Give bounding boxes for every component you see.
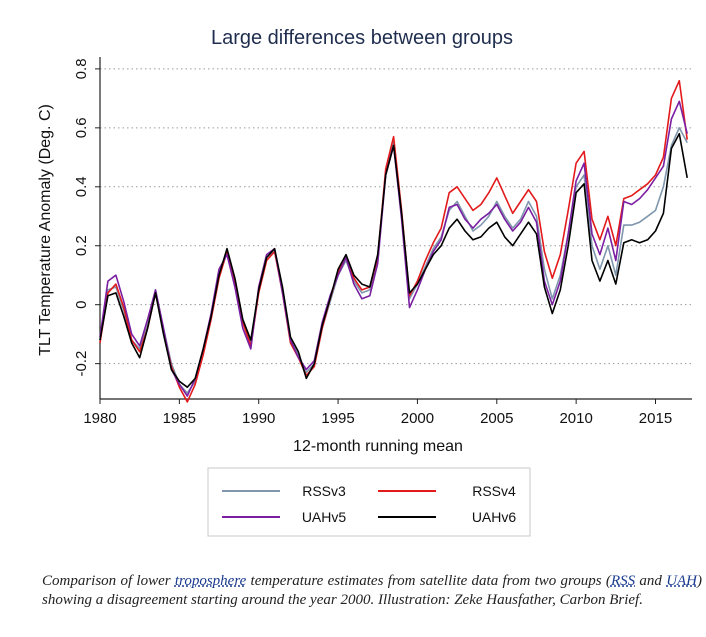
y-axis-label: TLT Temperature Anomaly (Deg. C) [37, 104, 54, 356]
legend-label-uahv5: UAHv5 [302, 509, 347, 525]
y-tick-label: 0.8 [73, 58, 90, 79]
x-tick-label: 2005 [480, 410, 513, 427]
caption-text: temperature estimates from satellite dat… [246, 573, 611, 589]
series-lines [99, 79, 688, 403]
x-tick-label: 2015 [639, 410, 672, 427]
x-tick-label: 2010 [559, 410, 592, 427]
chart-title: Large differences between groups [211, 27, 513, 49]
chart-svg: Large differences between groups -0.2 0 0.… [37, 27, 692, 537]
legend-label-rssv3: RSSv3 [302, 483, 346, 499]
y-tick-label: 0.6 [73, 117, 90, 138]
caption-link-troposphere[interactable]: troposphere [174, 573, 247, 589]
series-line-rssv4 [99, 79, 688, 403]
y-tick-label: 0 [73, 301, 90, 309]
legend: RSSv3 RSSv4 UAHv5 UAHv6 [207, 467, 531, 537]
caption-link-rss[interactable]: RSS [610, 573, 636, 589]
caption-link-uah[interactable]: UAH [666, 573, 698, 589]
caption-text: ) showing a disagreement starting around… [42, 573, 703, 608]
legend-label-rssv4: RSSv4 [472, 483, 516, 499]
x-tick-label: 1985 [163, 410, 196, 427]
x-axis-label: 12-month running mean [293, 438, 463, 455]
x-tick-label: 1980 [83, 410, 116, 427]
caption-text: Comparison of lower [42, 573, 175, 589]
y-tick-label: 0.2 [73, 235, 90, 256]
x-tick-label: 1990 [242, 410, 275, 427]
y-tick-label: 0.4 [73, 176, 90, 197]
figure-caption: Comparison of lower troposphere temperat… [42, 572, 702, 610]
caption-text: and [635, 573, 667, 589]
legend-box [207, 467, 531, 537]
series-line-uahv6 [99, 132, 688, 389]
y-tick-label: -0.2 [73, 351, 90, 377]
x-tick-label: 1995 [321, 410, 354, 427]
legend-label-uahv6: UAHv6 [472, 509, 517, 525]
x-tick-label: 2000 [401, 410, 434, 427]
